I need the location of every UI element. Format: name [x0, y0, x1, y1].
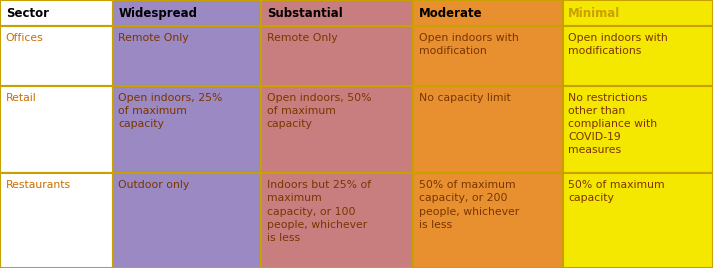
- Bar: [0, 0, 113, 26]
- Text: 50% of maximum
capacity: 50% of maximum capacity: [568, 180, 665, 203]
- Text: 50% of maximum
capacity, or 200
people, whichever
is less: 50% of maximum capacity, or 200 people, …: [419, 180, 519, 230]
- Bar: [563, 86, 713, 173]
- Bar: [113, 173, 261, 268]
- Bar: [113, 86, 261, 173]
- Text: Substantial: Substantial: [267, 7, 342, 20]
- Text: Indoors but 25% of
maximum
capacity, or 100
people, whichever
is less: Indoors but 25% of maximum capacity, or …: [267, 180, 371, 243]
- Bar: [413, 86, 563, 173]
- Bar: [0, 86, 113, 173]
- Text: Open indoors, 25%
of maximum
capacity: Open indoors, 25% of maximum capacity: [118, 92, 222, 129]
- Text: Open indoors with
modifications: Open indoors with modifications: [568, 33, 668, 56]
- Text: Remote Only: Remote Only: [118, 33, 189, 43]
- Bar: [563, 26, 713, 86]
- Bar: [563, 0, 713, 26]
- Bar: [261, 173, 413, 268]
- Text: Sector: Sector: [6, 7, 48, 20]
- Text: Moderate: Moderate: [419, 7, 482, 20]
- Text: No capacity limit: No capacity limit: [419, 92, 511, 103]
- Bar: [563, 173, 713, 268]
- Bar: [261, 26, 413, 86]
- Text: Remote Only: Remote Only: [267, 33, 337, 43]
- Text: Open indoors, 50%
of maximum
capacity: Open indoors, 50% of maximum capacity: [267, 92, 371, 129]
- Bar: [0, 26, 113, 86]
- Bar: [413, 173, 563, 268]
- Text: Outdoor only: Outdoor only: [118, 180, 190, 190]
- Bar: [413, 26, 563, 86]
- Bar: [0, 173, 113, 268]
- Bar: [113, 0, 261, 26]
- Text: Minimal: Minimal: [568, 7, 620, 20]
- Bar: [261, 0, 413, 26]
- Bar: [413, 0, 563, 26]
- Bar: [261, 86, 413, 173]
- Bar: [113, 26, 261, 86]
- Text: Restaurants: Restaurants: [6, 180, 71, 190]
- Text: Open indoors with
modification: Open indoors with modification: [419, 33, 518, 56]
- Text: Retail: Retail: [6, 92, 36, 103]
- Text: Widespread: Widespread: [118, 7, 198, 20]
- Text: Offices: Offices: [6, 33, 43, 43]
- Text: No restrictions
other than
compliance with
COVID-19
measures: No restrictions other than compliance wi…: [568, 92, 657, 155]
